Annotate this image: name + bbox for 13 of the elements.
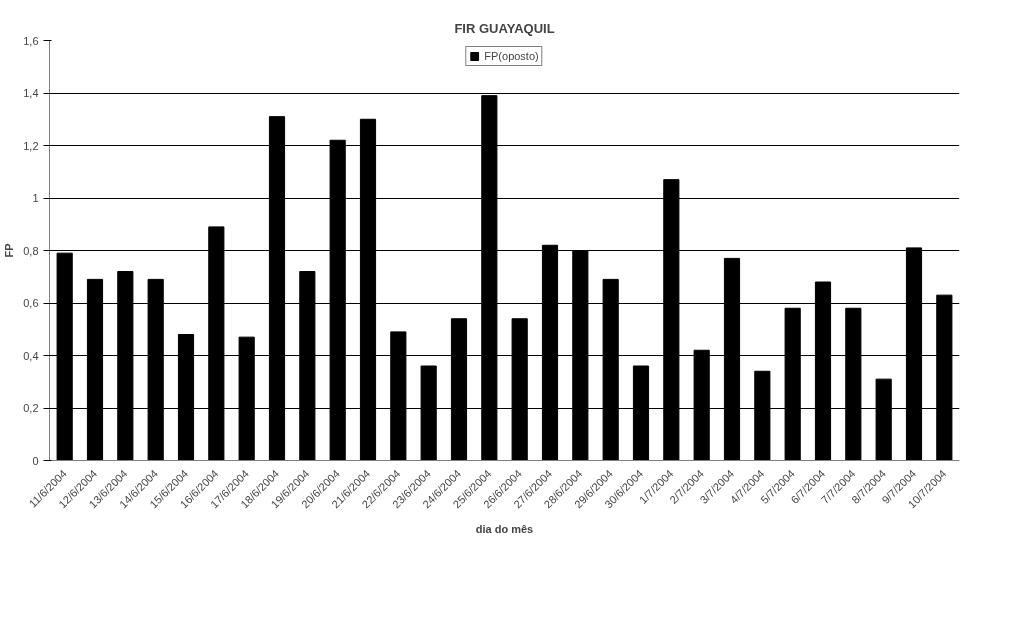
x-axis-title: dia do mês xyxy=(475,522,534,535)
y-tick-label: 0,8 xyxy=(23,244,39,257)
y-tick-label: 0,2 xyxy=(23,402,39,414)
legend-label: FP(oposto) xyxy=(484,50,539,62)
y-tick-label: 1,2 xyxy=(23,139,39,152)
y-tick-label: 1,6 xyxy=(23,34,39,47)
y-axis-title: FP xyxy=(3,243,16,258)
y-tick-label: 0,4 xyxy=(23,349,39,362)
chart-title: FIR GUAYAQUIL xyxy=(454,20,555,36)
y-tick-label: 0,6 xyxy=(23,297,39,309)
y-tick-label: 0 xyxy=(32,454,39,467)
y-tick-label: 1 xyxy=(32,192,39,204)
y-tick-label: 1,4 xyxy=(23,87,39,99)
